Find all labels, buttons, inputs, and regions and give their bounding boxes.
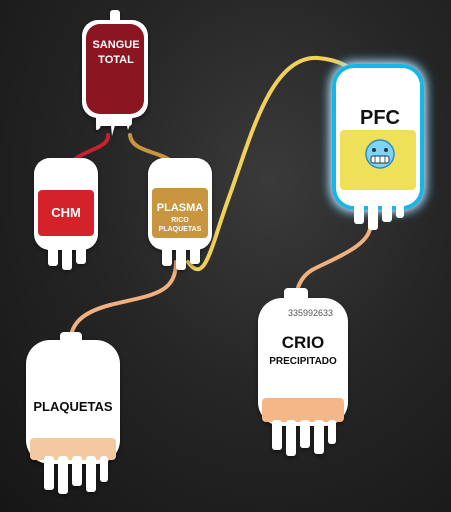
tube-plasma-to-plaquetas (68, 260, 178, 347)
whole-blood-label-line2: TOTAL (98, 54, 134, 66)
crio-label-line2: PRECIPITADO (269, 356, 337, 367)
crio-label-line1: CRIO (282, 333, 325, 352)
whole-blood-label-line1: SANGUE (92, 39, 139, 51)
bag-crio-precipitado: CRIO PRECIPITADO (258, 288, 348, 456)
watermark: 335992633 (288, 308, 333, 318)
bag-plaquetas: PLAQUETAS (26, 332, 120, 494)
freezing-face-icon (365, 139, 395, 169)
plaquetas-label: PLAQUETAS (33, 399, 113, 414)
bag-plasma-rico-plaquetas: PLASMA RICO PLAQUETAS (148, 158, 212, 270)
tube-pfc-to-crio (294, 220, 373, 302)
bag-pfc: PFC (332, 64, 424, 230)
tube-plasma-to-pfc (186, 55, 364, 272)
plasma-label-line2: RICO (171, 217, 189, 224)
chm-label: CHM (51, 205, 81, 220)
bag-chm: CHM (34, 158, 98, 270)
pfc-label: PFC (360, 107, 400, 129)
bag-whole-blood: SANGUE TOTAL (82, 10, 148, 136)
plasma-label-line1: PLASMA (157, 202, 204, 214)
plasma-label-line3: PLAQUETAS (159, 226, 202, 233)
